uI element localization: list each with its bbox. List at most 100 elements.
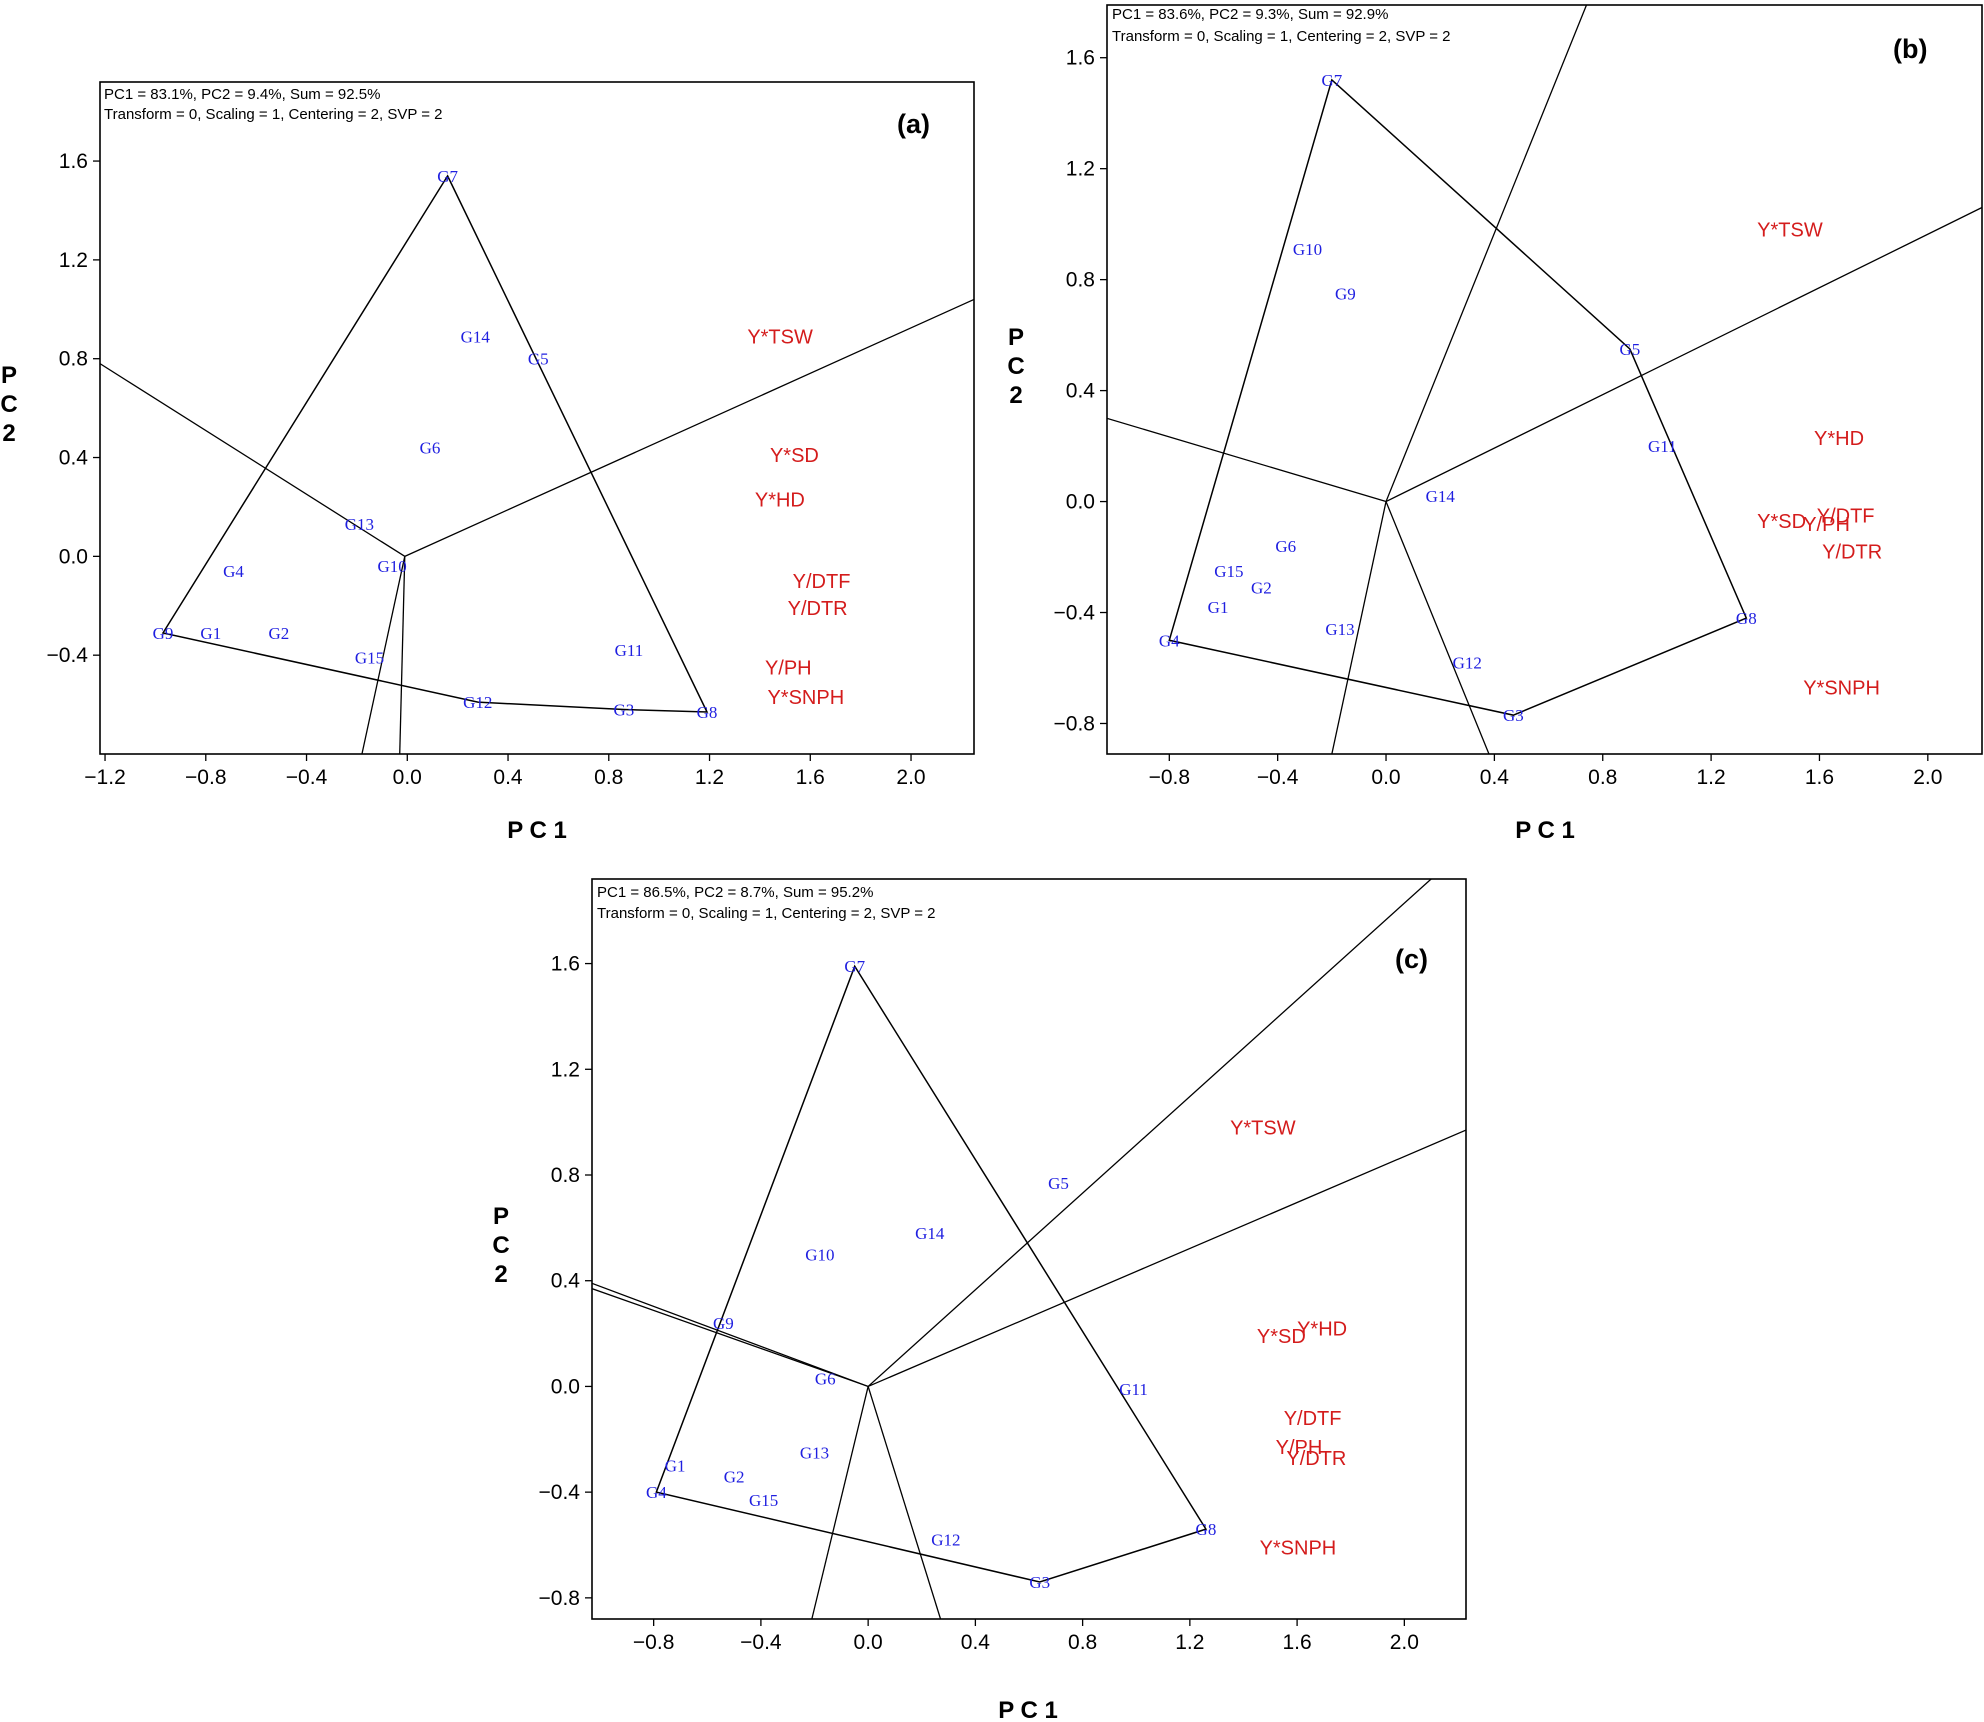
sector-ray	[1107, 417, 1387, 503]
panel-a-label: (a)	[897, 109, 930, 139]
x-tick-label: −0.4	[740, 1631, 782, 1654]
y-tick-label: −0.8	[1054, 712, 1095, 735]
x-tick-label: −0.8	[1149, 766, 1190, 789]
x-tick-label: 1.2	[1175, 1631, 1204, 1654]
x-tick-label: 0.8	[1068, 1631, 1097, 1654]
y-tick-label: 0.8	[59, 348, 88, 371]
plot-frame-c	[591, 878, 1467, 1620]
y-tick-label: 0.0	[551, 1375, 580, 1398]
genotype-label-g15: G15	[1214, 562, 1243, 581]
genotype-label-g8: G8	[1736, 609, 1757, 628]
genotype-label-g15: G15	[355, 649, 384, 668]
y-tick-label: 0.8	[551, 1164, 580, 1187]
trait-label: Y*SD	[1257, 1326, 1306, 1348]
x-tick-label: 1.2	[695, 766, 724, 789]
sector-ray	[867, 879, 1432, 1387]
sector-ray	[100, 363, 406, 557]
genotype-label-g6: G6	[420, 439, 441, 458]
y-tick-label: 0.0	[59, 545, 88, 568]
x-tick-label: 0.0	[393, 766, 422, 789]
x-tick-label: 2.0	[896, 766, 925, 789]
sector-ray	[592, 1288, 869, 1388]
genotype-label-g13: G13	[800, 1444, 829, 1463]
trait-label: Y*SNPH	[767, 687, 844, 709]
panel-c-header-settings: Transform = 0, Scaling = 1, Centering = …	[597, 905, 936, 922]
genotype-label-g2: G2	[268, 624, 289, 643]
panel-c-plot-layer: −0.8 −0.4 0.0 0.4 0.8 1.2 1.6 2.0 −0.8 −0.4 0.0 0.4…	[539, 879, 1466, 1654]
sector-ray	[867, 1386, 942, 1619]
trait-label: Y*SNPH	[1260, 1538, 1337, 1560]
y-tick-label: 0.4	[551, 1270, 581, 1293]
panel-c-header-variance: PC1 = 86.5%, PC2 = 8.7%, Sum = 95.2%	[597, 884, 873, 901]
trait-label: Y*HD	[1814, 428, 1864, 450]
genotype-label-g3: G3	[1029, 1573, 1050, 1592]
trait-label: Y*TSW	[747, 326, 813, 348]
trait-label: Y/PH	[765, 658, 812, 680]
panel-b-header-settings: Transform = 0, Scaling = 1, Centering = …	[1112, 28, 1451, 45]
genotype-label-g11: G11	[1119, 1380, 1148, 1399]
sector-ray	[404, 298, 974, 557]
panel-a-x-axis-title: P C 1	[507, 817, 567, 844]
polygon-hull	[1168, 78, 1748, 716]
panel-b-plot-layer: −0.8 −0.4 0.0 0.4 0.8 1.2 1.6 2.0 −0.8 −0.4 0.0 0.4…	[1054, 5, 1982, 789]
y-tick-label: −0.8	[539, 1587, 580, 1610]
x-tick-label: 0.4	[493, 766, 523, 789]
y-tick-label: −0.4	[47, 644, 89, 667]
genotype-label-g12: G12	[1453, 653, 1482, 672]
genotype-label-g14: G14	[1426, 487, 1456, 506]
y-tick-label: 0.4	[1066, 380, 1096, 403]
trait-label: Y/PH	[1276, 1437, 1323, 1459]
panel-b-header-variance: PC1 = 83.6%, PC2 = 9.3%, Sum = 92.9%	[1112, 6, 1388, 23]
panel-a-y-axis-title-p: P	[1, 362, 17, 389]
panel-c-y-axis-title-2: 2	[494, 1261, 507, 1288]
y-tick-label: 1.2	[1066, 158, 1095, 181]
panel-b-label: (b)	[1893, 34, 1927, 64]
x-tick-label: −0.4	[1257, 766, 1299, 789]
genotype-label-g10: G10	[805, 1245, 834, 1264]
genotype-label-g11: G11	[615, 641, 644, 660]
genotype-label-g9: G9	[713, 1314, 734, 1333]
genotype-label-g6: G6	[1275, 537, 1296, 556]
biplot-panel-c: PC1 = 86.5%, PC2 = 8.7%, Sum = 95.2% Tra…	[492, 878, 1467, 1722]
trait-label: Y/DTR	[1822, 541, 1882, 563]
x-tick-label: 0.4	[961, 1631, 991, 1654]
panel-b-y-axis-title-c: C	[1007, 353, 1024, 380]
trait-label: Y*TSW	[1230, 1117, 1296, 1139]
sector-ray	[1331, 501, 1387, 754]
panel-a-header-variance: PC1 = 83.1%, PC2 = 9.4%, Sum = 92.5%	[104, 86, 380, 103]
y-tick-label: 1.6	[1066, 47, 1095, 70]
genotype-label-g1: G1	[665, 1457, 686, 1476]
genotype-label-g10: G10	[378, 557, 407, 576]
biplot-panel-a: PC1 = 83.1%, PC2 = 9.4%, Sum = 92.5% Tra…	[0, 81, 975, 844]
genotype-label-g9: G9	[153, 624, 174, 643]
panel-c-y-axis-title-c: C	[492, 1232, 509, 1259]
y-tick-label: 1.6	[59, 150, 88, 173]
x-tick-label: 1.2	[1697, 766, 1726, 789]
polygon-hull	[655, 964, 1208, 1583]
trait-label: Y/DTR	[1286, 1448, 1346, 1470]
trait-label: Y/DTF	[793, 571, 851, 593]
x-tick-label: 0.8	[594, 766, 623, 789]
plot-frame-a	[99, 81, 975, 755]
trait-label: Y/PH	[1803, 514, 1850, 536]
y-tick-label: 1.2	[551, 1058, 580, 1081]
genotype-label-g3: G3	[1503, 706, 1524, 725]
genotype-label-g9: G9	[1335, 285, 1356, 304]
y-tick-label: 0.8	[1066, 269, 1095, 292]
genotype-label-g8: G8	[697, 703, 718, 722]
genotype-label-g4: G4	[646, 1483, 667, 1502]
panel-c-y-axis-title-p: P	[493, 1203, 509, 1230]
x-tick-label: 2.0	[1390, 1631, 1419, 1654]
genotype-label-g1: G1	[200, 624, 221, 643]
sector-ray	[361, 556, 406, 754]
x-tick-label: −1.2	[84, 766, 125, 789]
x-tick-label: 0.4	[1480, 766, 1510, 789]
genotype-label-g13: G13	[1325, 620, 1354, 639]
sector-ray	[592, 1282, 869, 1388]
genotype-label-g5: G5	[1619, 340, 1640, 359]
genotype-label-g7: G7	[844, 957, 865, 976]
genotype-label-g5: G5	[528, 350, 549, 369]
y-tick-label: 1.2	[59, 249, 88, 272]
x-tick-label: 0.0	[854, 1631, 883, 1654]
genotype-label-g12: G12	[931, 1531, 960, 1550]
